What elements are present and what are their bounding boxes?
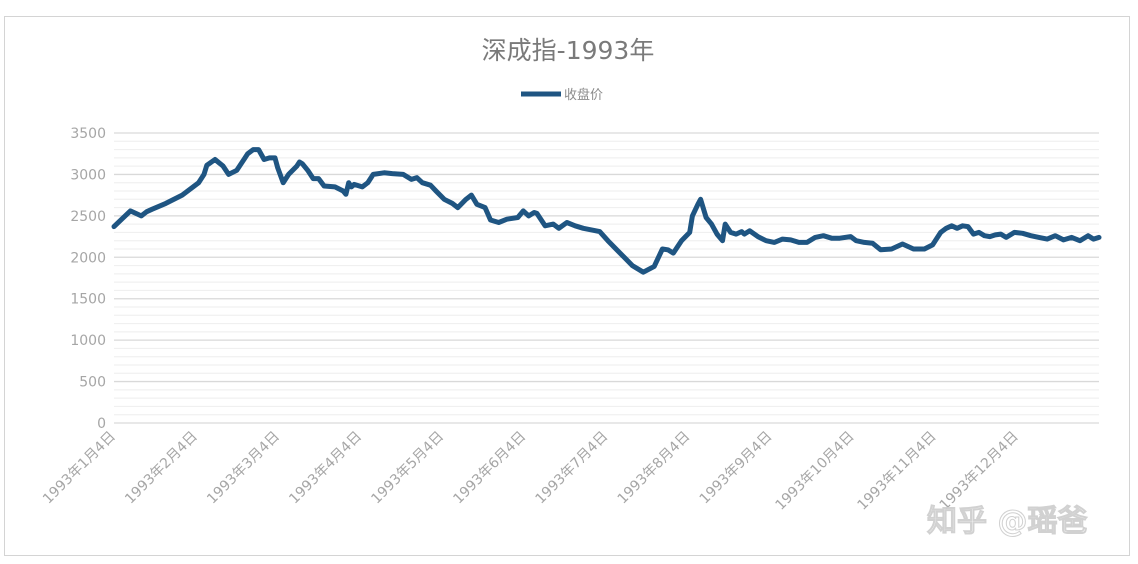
y-tick-label: 1500: [70, 292, 106, 308]
legend-label: 收盘价: [564, 87, 603, 103]
y-axis: 0 500 1000 1500 2000 2500 3000 3500: [70, 126, 106, 432]
y-tick-label: 500: [79, 375, 106, 391]
line-chart: 深成指-1993年 收盘价 0 500 1000 1500 2000 2500 3000 35…: [40, 36, 1102, 540]
x-tick-label: 1993年1月4日: [40, 429, 119, 508]
x-tick-label: 1993年8月4日: [615, 429, 694, 508]
chart-frame: 深成指-1993年 收盘价 0 500 1000 1500 2000 2500 3000 35…: [4, 16, 1130, 556]
x-tick-label: 1993年7月4日: [533, 429, 612, 508]
legend: 收盘价: [521, 87, 603, 103]
x-tick-label: 1993年9月4日: [697, 429, 776, 508]
x-tick-label: 1993年12月4日: [937, 429, 1022, 514]
x-tick-label: 1993年3月4日: [204, 429, 283, 508]
series-line-close-price: [111, 147, 1102, 275]
y-tick-label: 0: [97, 416, 106, 432]
chart-title: 深成指-1993年: [482, 36, 655, 65]
x-tick-label: 1993年2月4日: [122, 429, 201, 508]
x-tick-label: 1993年6月4日: [450, 429, 529, 508]
y-tick-label: 2500: [70, 209, 106, 225]
x-tick-label: 1993年10月4日: [772, 429, 857, 514]
watermark-text: 知乎 @瑶爸: [927, 504, 1087, 539]
gridlines: [114, 132, 1099, 424]
x-axis: 1993年1月4日 1993年2月4日 1993年3月4日 1993年4月4日 1993…: [40, 429, 1022, 514]
x-tick-label: 1993年11月4日: [855, 429, 940, 514]
x-tick-label: 1993年5月4日: [368, 429, 447, 508]
y-tick-label: 3500: [70, 126, 106, 142]
y-tick-label: 3000: [70, 167, 106, 183]
y-tick-label: 1000: [70, 333, 106, 349]
y-tick-label: 2000: [70, 250, 106, 266]
x-tick-label: 1993年4月4日: [286, 429, 365, 508]
